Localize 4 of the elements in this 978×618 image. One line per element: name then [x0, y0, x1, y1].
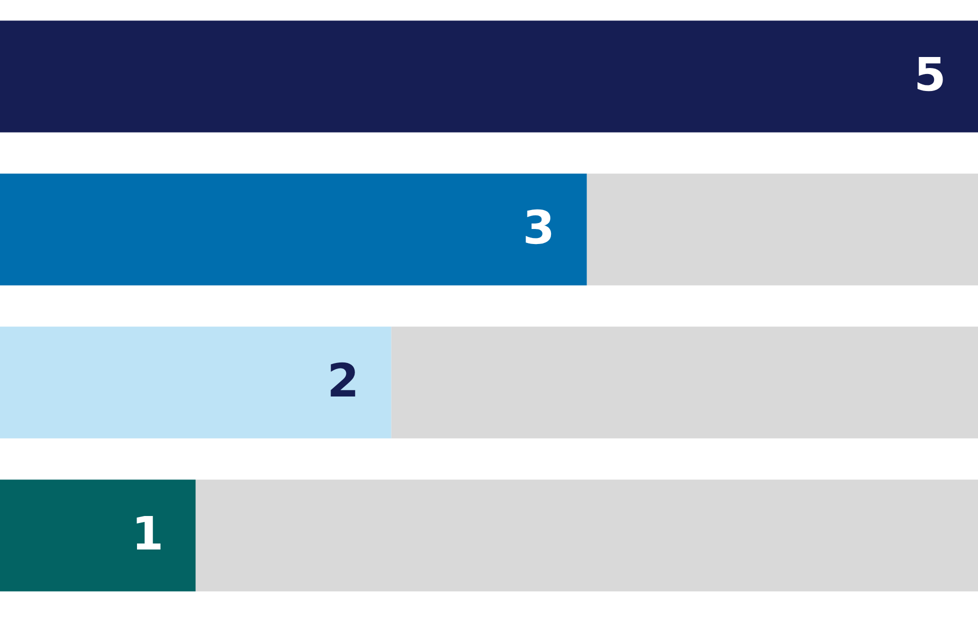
data-label: 2 [327, 353, 360, 408]
data-label: 3 [522, 200, 555, 254]
data-label: 5 [914, 47, 946, 102]
data-label: 1 [132, 506, 164, 560]
